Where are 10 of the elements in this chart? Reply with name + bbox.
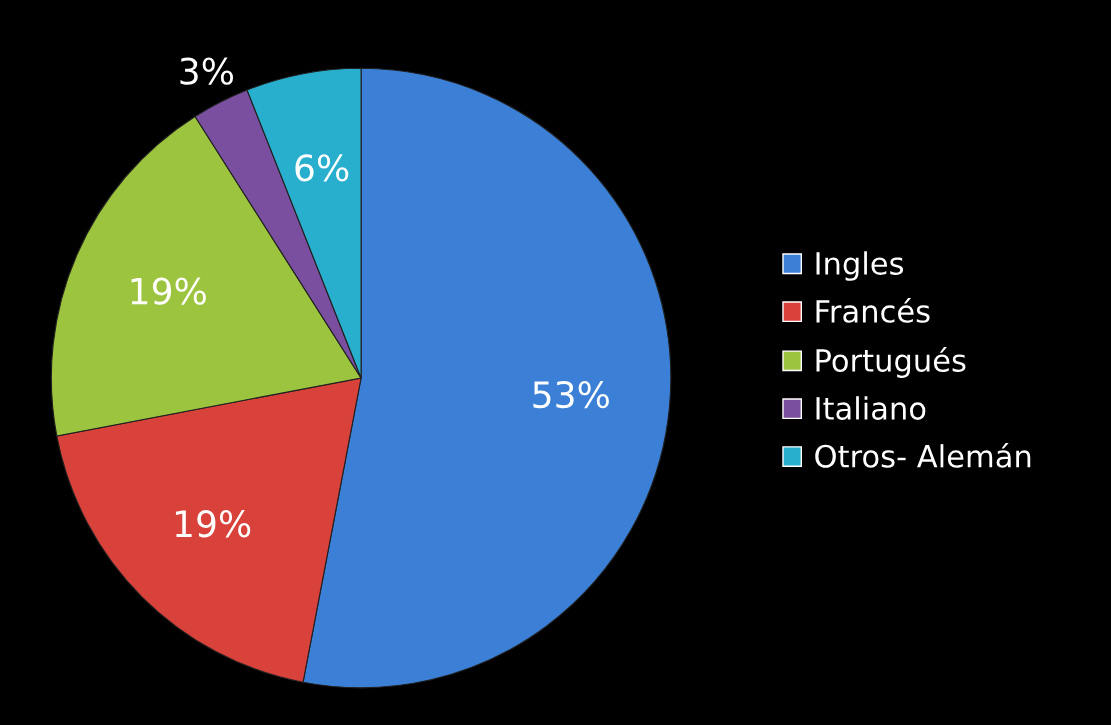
data-label: 6% [295,154,349,182]
legend-label: Francés [816,297,930,323]
data-label: 19% [175,510,251,538]
legend-label: Otros- Alemán [815,442,1031,468]
legend-label: Italiano [816,396,926,420]
data-label: 3% [180,57,234,85]
data-label: 19% [131,277,206,305]
data-label: 53% [533,380,609,409]
legend-label: Ingles [816,251,904,281]
legend-label: Portugués [816,347,966,378]
